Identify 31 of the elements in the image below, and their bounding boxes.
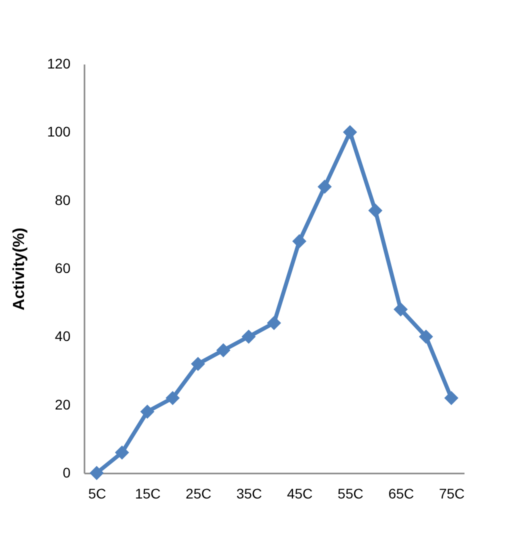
x-tick-label: 45C [286, 486, 313, 502]
y-tick-label: 20 [54, 396, 71, 412]
point [292, 234, 306, 248]
x-tick-label: 55C [338, 486, 364, 502]
y-tick-label: 60 [54, 260, 71, 276]
y-tick-label: 40 [54, 328, 71, 344]
point [216, 343, 230, 358]
x-tick-label: 5C [88, 486, 106, 502]
y-axis-title: Activity(%) [11, 228, 28, 310]
point [394, 302, 408, 316]
x-tick-label: 15C [134, 486, 161, 502]
point [444, 390, 458, 406]
point [318, 180, 332, 194]
point [190, 356, 206, 372]
y-tick-label: 80 [54, 192, 71, 208]
point [368, 203, 382, 218]
y-tick-label: 0 [62, 464, 71, 480]
x-tick-label: 65C [388, 486, 414, 502]
x-tick-label: 35C [236, 486, 262, 502]
point [90, 466, 104, 480]
point [242, 330, 256, 344]
point [418, 330, 434, 344]
x-tick-label: 75C [438, 486, 465, 502]
y-tick-label: 100 [47, 124, 71, 140]
point [342, 125, 358, 140]
point [140, 404, 154, 419]
point [266, 316, 282, 330]
y-tick-label: 120 [47, 56, 71, 72]
x-tick-label: 25C [186, 486, 212, 502]
point [166, 390, 180, 406]
point [114, 445, 130, 460]
